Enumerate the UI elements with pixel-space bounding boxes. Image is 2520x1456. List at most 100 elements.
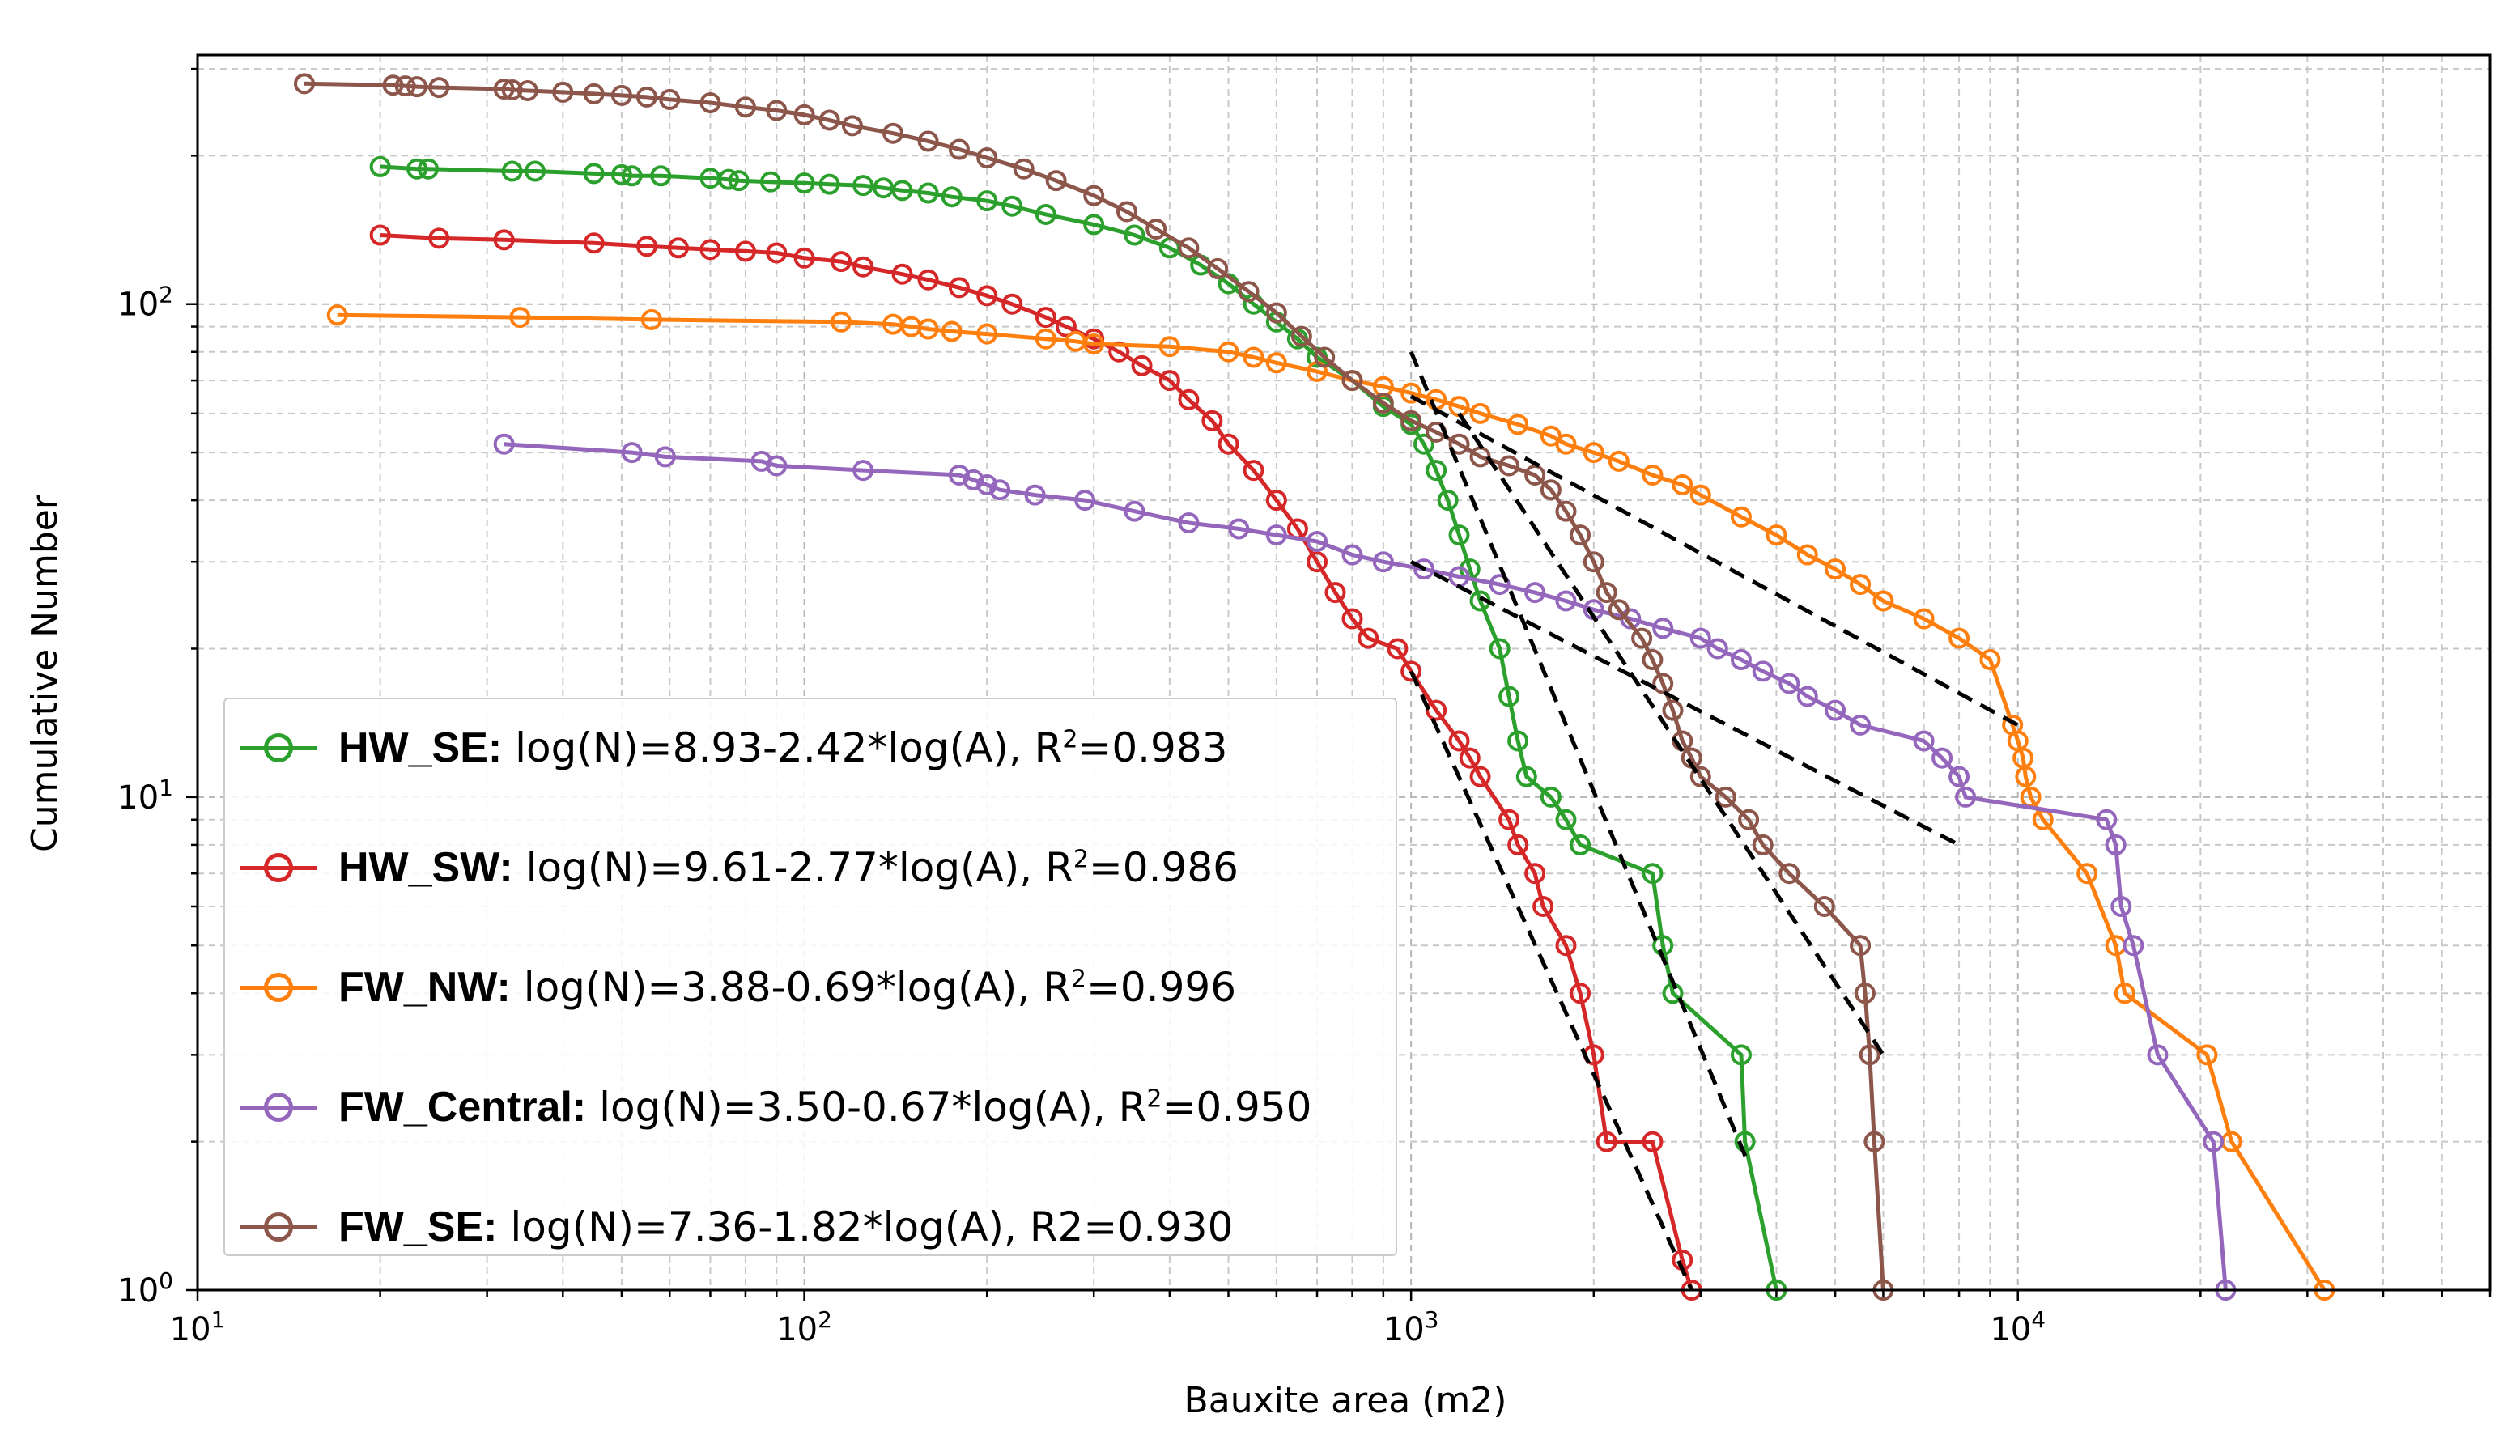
data-point-hw-sw (1201, 410, 1223, 431)
data-point-fw-se (1813, 895, 1835, 917)
data-point-fw-nw (2015, 766, 2037, 787)
data-point-hw-se (852, 175, 874, 197)
data-point-fw-central (2147, 1044, 2169, 1066)
data-point-fw-nw (509, 307, 531, 329)
data-point-fw-se (734, 96, 756, 118)
data-point-fw-central (766, 455, 788, 477)
data-point-hw-sw (1400, 660, 1422, 682)
data-point-fw-se (552, 81, 574, 103)
data-point-fw-central (1796, 686, 1818, 707)
data-point-hw-se (976, 190, 998, 212)
data-point-fw-central (1652, 618, 1674, 639)
data-point-fw-nw (2076, 863, 2098, 885)
data-point-fw-central (1948, 766, 1970, 787)
data-point-fw-nw (1672, 473, 1693, 495)
data-point-fw-central (1413, 558, 1435, 580)
data-point-fw-nw (1948, 627, 1970, 649)
data-point-hw-sw (1642, 1131, 1664, 1152)
data-point-hw-se (369, 155, 391, 177)
data-point-fw-se (1448, 433, 1470, 455)
data-point-fw-se (1631, 627, 1653, 649)
data-point-fw-central (976, 473, 998, 495)
data-point-fw-central (1706, 638, 1728, 660)
data-point-fw-nw (1689, 484, 1711, 506)
fit-line-fw-nw (1409, 394, 2019, 728)
data-point-hw-se (717, 168, 739, 190)
data-point-fw-nw (1850, 574, 1872, 596)
data-point-hw-se (1437, 490, 1459, 512)
data-point-hw-sw (831, 251, 852, 273)
data-point-hw-sw (667, 237, 689, 259)
data-point-fw-nw (1469, 402, 1491, 424)
data-point-hw-se (891, 180, 913, 202)
series-line-hw-sw (380, 233, 1694, 1291)
data-point-fw-central (1555, 590, 1577, 612)
data-point-fw-se (1555, 500, 1577, 522)
data-point-hw-sw (1507, 834, 1529, 855)
data-point-fw-central (1341, 544, 1363, 566)
data-point-fw-se (1608, 599, 1630, 621)
data-point-hw-se (1124, 224, 1145, 246)
data-point-fw-central (1372, 551, 1394, 573)
data-point-fw-se (635, 86, 657, 108)
data-point-hw-se (1642, 863, 1664, 885)
data-point-fw-se (1400, 410, 1422, 431)
data-point-fw-se (428, 77, 450, 99)
data-point-hw-sw (1243, 460, 1264, 482)
x-tick-label: 101 (170, 1306, 226, 1348)
data-point-fw-central (1689, 627, 1711, 649)
data-point-fw-nw (1872, 590, 1894, 612)
x-tick-label: 104 (1990, 1306, 2046, 1348)
data-point-hw-sw (1218, 433, 1239, 455)
data-point-fw-nw (1913, 608, 1935, 630)
data-point-fw-se (1524, 464, 1546, 486)
data-point-fw-se (1207, 257, 1229, 279)
data-point-fw-se (1341, 370, 1363, 392)
data-point-hw-sw (948, 277, 970, 299)
data-point-fw-nw (1555, 433, 1577, 455)
data-point-fw-se (1715, 786, 1736, 808)
data-point-fw-nw (941, 320, 963, 342)
data-point-fw-central (2203, 1131, 2225, 1152)
data-point-fw-se (948, 138, 970, 160)
data-point-fw-se (1662, 699, 1684, 721)
data-point-hw-se (583, 163, 605, 185)
data-point-fw-se (1778, 863, 1800, 885)
data-point-fw-central (2105, 834, 2127, 855)
data-point-hw-sw (1178, 388, 1200, 410)
x-tick-label: 102 (776, 1306, 832, 1348)
data-point-hw-se (524, 160, 546, 182)
data-point-fw-nw (1608, 450, 1630, 472)
data-point-fw-se (1238, 281, 1260, 303)
data-point-hw-se (610, 163, 632, 185)
legend-swatch-hw-sw (240, 827, 317, 908)
data-point-hw-se (941, 186, 963, 208)
data-point-fw-nw (1766, 524, 1787, 546)
data-point-hw-se (1555, 809, 1577, 830)
data-point-fw-se (1570, 524, 1591, 546)
series-group (293, 73, 2335, 1301)
legend-swatch-hw-se (240, 707, 317, 788)
data-point-hw-sw (1055, 316, 1077, 337)
data-point-hw-sw (1524, 863, 1546, 885)
data-point-fw-central (1074, 490, 1096, 512)
data-point-fw-central (621, 442, 643, 464)
data-point-fw-nw (1218, 341, 1239, 363)
data-point-fw-se (1290, 325, 1312, 347)
data-point-hw-sw (1131, 354, 1153, 376)
data-point-fw-nw (1730, 506, 1752, 528)
data-point-fw-se (1013, 158, 1035, 180)
data-point-hw-se (728, 170, 750, 192)
data-point-hw-sw (1307, 551, 1328, 573)
data-point-fw-se (1314, 346, 1336, 368)
data-point-fw-se (501, 79, 523, 100)
data-point-fw-se (1116, 201, 1137, 223)
data-point-fw-nw (1583, 442, 1604, 464)
data-point-fw-nw (1083, 333, 1105, 355)
data-point-fw-se (1265, 302, 1287, 324)
data-point-fw-se (818, 109, 840, 131)
data-point-hw-sw (1387, 638, 1409, 660)
x-tick-label: 103 (1383, 1306, 1439, 1348)
data-point-fw-se (382, 74, 404, 96)
data-point-fw-se (493, 79, 515, 100)
